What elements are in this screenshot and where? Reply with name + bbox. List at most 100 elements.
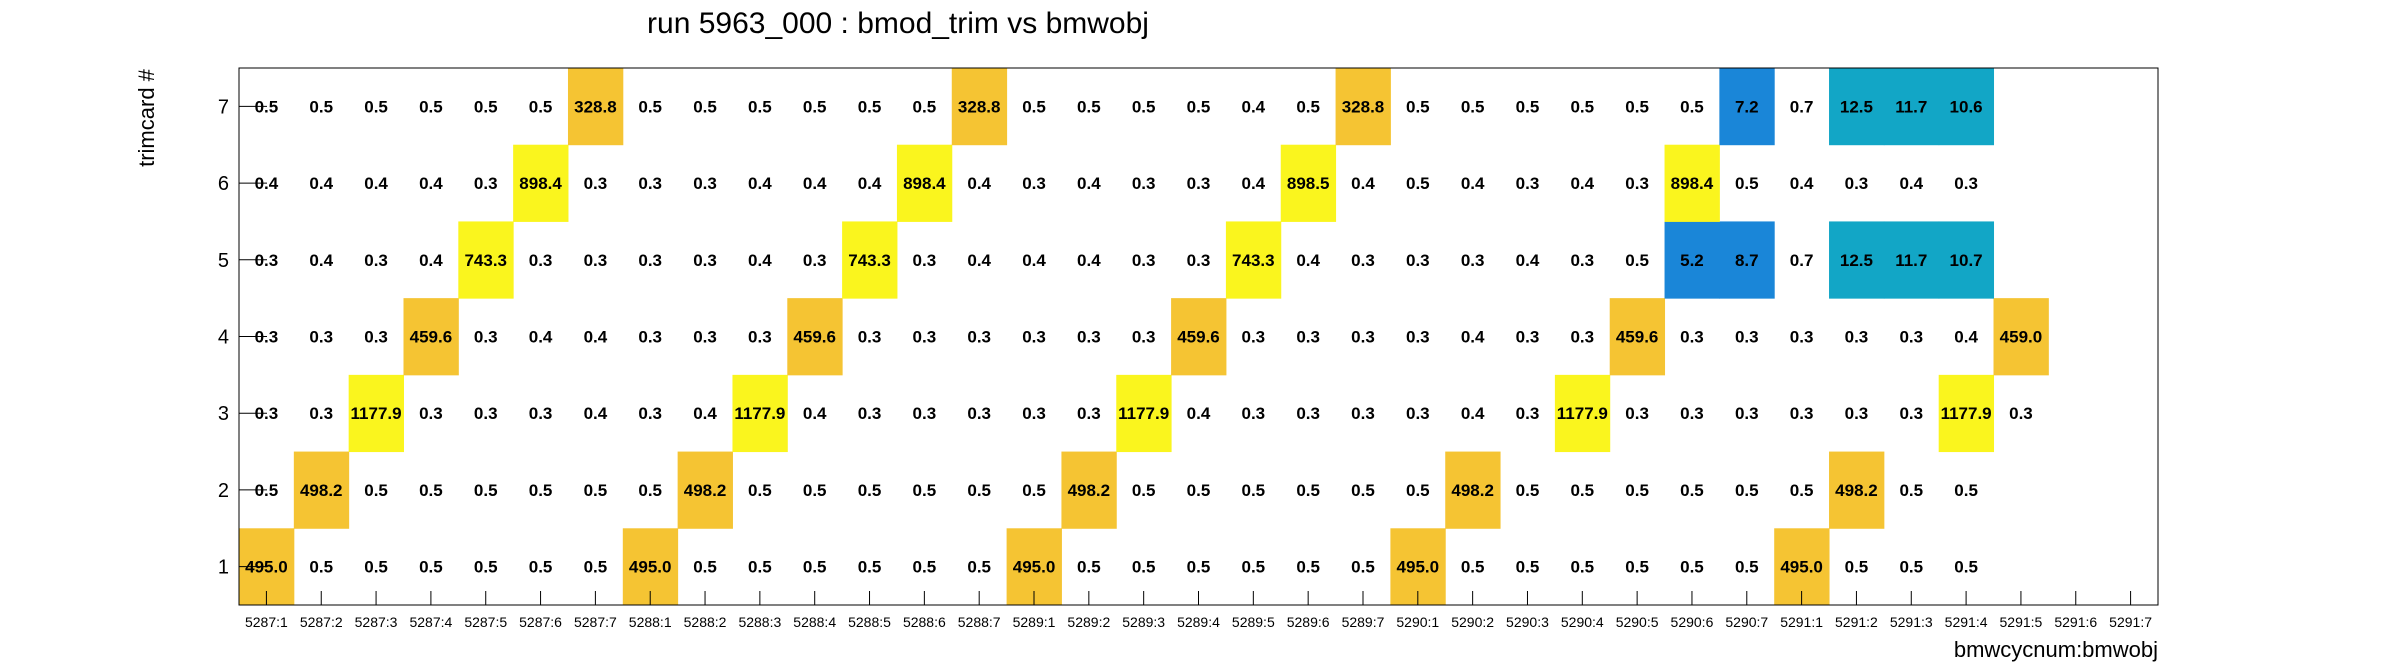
cell-value-label: 0.5 (748, 558, 772, 577)
x-tick-label: 5290:2 (1451, 614, 1494, 630)
cell-value-label: 0.5 (1132, 481, 1156, 500)
cell-value-label: 0.5 (1077, 97, 1101, 116)
cell-value-label: 0.3 (1406, 251, 1430, 270)
cell-value-label: 0.5 (474, 481, 498, 500)
cell-value-label: 0.3 (1077, 404, 1101, 423)
cell-value-label: 495.0 (629, 558, 672, 577)
cell-value-label: 5.2 (1680, 251, 1704, 270)
x-tick-label: 5290:5 (1616, 614, 1659, 630)
cell-value-label: 0.4 (803, 404, 827, 423)
x-tick-label: 5289:4 (1177, 614, 1220, 630)
cell-value-label: 0.5 (1242, 481, 1266, 500)
cell-value-label: 1177.9 (734, 404, 785, 423)
cell-value-label: 7.2 (1735, 97, 1759, 116)
cell-value-label: 0.5 (584, 481, 608, 500)
y-tick-label: 6 (218, 173, 229, 195)
x-tick-label: 5287:1 (245, 614, 288, 630)
cell-value-label: 0.5 (1406, 97, 1430, 116)
cell-value-label: 0.4 (1790, 174, 1814, 193)
cell-value-label: 0.4 (1461, 174, 1485, 193)
cell-value-label: 0.3 (1351, 328, 1375, 347)
cell-value-label: 0.5 (858, 481, 882, 500)
x-tick-label: 5288:6 (903, 614, 946, 630)
cell-value-label: 0.3 (638, 328, 662, 347)
cell-value-label: 0.5 (1954, 558, 1978, 577)
cell-value-label: 0.4 (1022, 251, 1046, 270)
cell-value-label: 0.4 (419, 174, 443, 193)
cell-value-label: 0.4 (1954, 328, 1978, 347)
heatmap-cell-labels: 495.0 0.5 0.5 0.5 0.5 0.5 0.5 495.0 0.5 0.5 0.5 0.5… (245, 97, 2042, 576)
cell-value-label: 0.5 (309, 97, 333, 116)
cell-value-label: 1177.9 (1557, 404, 1608, 423)
heatmap-cell (513, 144, 569, 222)
cell-value-label: 0.5 (1735, 174, 1759, 193)
cell-value-label: 743.3 (848, 251, 891, 270)
x-tick-label: 5291:2 (1835, 614, 1878, 630)
heatmap-cell (1171, 298, 1227, 376)
heatmap-cell (1719, 68, 1775, 146)
cell-value-label: 0.3 (1132, 251, 1156, 270)
heatmap-cell (1664, 221, 1720, 299)
x-tick-label: 5291:1 (1780, 614, 1823, 630)
cell-value-label: 0.3 (967, 328, 991, 347)
cell-value-label: 0.5 (474, 558, 498, 577)
cell-value-label: 898.4 (1671, 174, 1714, 193)
cell-value-label: 0.5 (1516, 97, 1540, 116)
cell-value-label: 0.5 (529, 558, 553, 577)
cell-value-label: 11.7 (1895, 97, 1927, 116)
heatmap-cell (293, 451, 350, 529)
cell-value-label: 328.8 (574, 97, 617, 116)
cell-value-label: 0.5 (309, 558, 333, 577)
x-tick-label: 5288:2 (684, 614, 727, 630)
heatmap-cell (1335, 68, 1391, 146)
cell-value-label: 0.3 (364, 251, 388, 270)
y-tick-label: 2 (218, 480, 229, 502)
heatmap-cell (1280, 144, 1337, 222)
cell-value-label: 0.5 (419, 481, 443, 500)
cell-value-label: 459.6 (793, 328, 836, 347)
cell-value-label: 0.5 (858, 558, 882, 577)
cell-value-label: 11.7 (1895, 251, 1927, 270)
heatmap-cell (1883, 68, 1940, 146)
x-tick-label: 5291:5 (2000, 614, 2043, 630)
cell-value-label: 0.3 (1516, 328, 1540, 347)
heatmap-cell (896, 144, 953, 222)
cell-value-label: 0.5 (1954, 481, 1978, 500)
heatmap-cell (1938, 221, 1995, 299)
cell-value-label: 0.3 (1296, 328, 1320, 347)
cell-value-label: 0.5 (364, 97, 388, 116)
x-tick-label: 5290:4 (1561, 614, 1604, 630)
cell-value-label: 0.5 (1022, 97, 1046, 116)
cell-value-label: 0.3 (474, 404, 498, 423)
cell-value-label: 0.3 (913, 404, 937, 423)
cell-value-label: 495.0 (1397, 558, 1440, 577)
cell-value-label: 0.3 (2009, 404, 2033, 423)
cell-value-label: 0.3 (693, 251, 717, 270)
heatmap-cell (1829, 221, 1885, 299)
heatmap-cell (348, 374, 404, 453)
heatmap-cell (458, 221, 514, 299)
x-axis: 5287:1 5287:2 5287:3 5287:4 5287:5 5287:6 5287… (245, 591, 2152, 630)
heatmap-cell (1938, 374, 1995, 453)
cell-value-label: 10.6 (1950, 97, 1983, 116)
cell-value-label: 0.3 (967, 404, 991, 423)
cell-value-label: 0.5 (1187, 558, 1211, 577)
cell-value-label: 0.3 (1625, 174, 1649, 193)
cell-value-label: 0.3 (803, 251, 827, 270)
heatmap-cell (1609, 298, 1666, 376)
cell-value-label: 0.3 (1954, 174, 1978, 193)
cell-value-label: 0.4 (584, 404, 608, 423)
heatmap-cell (1829, 451, 1885, 529)
cell-value-label: 0.5 (913, 481, 937, 500)
cell-value-label: 0.5 (803, 558, 827, 577)
cell-value-label: 0.5 (1187, 481, 1211, 500)
cell-value-label: 0.4 (1187, 404, 1211, 423)
x-tick-label: 5288:4 (793, 614, 836, 630)
cell-value-label: 0.4 (1351, 174, 1375, 193)
cell-value-label: 0.4 (967, 251, 991, 270)
cell-value-label: 0.5 (529, 97, 553, 116)
x-axis-title: bmwcycnum:bmwobj (1954, 637, 2158, 662)
cell-value-label: 0.3 (1845, 328, 1869, 347)
cell-value-label: 0.3 (1406, 404, 1430, 423)
